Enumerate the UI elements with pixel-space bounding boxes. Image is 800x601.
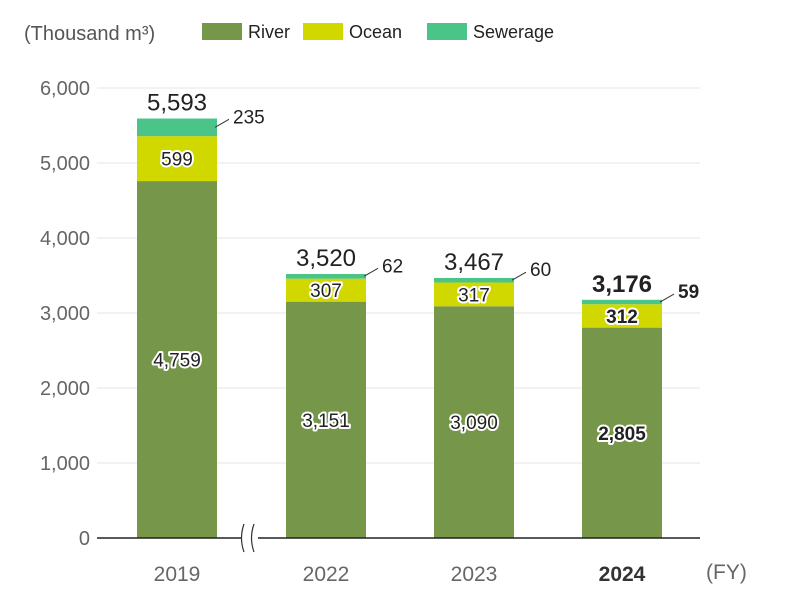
axis-break-mark [240,523,245,553]
value-label-sewerage: 59 [678,282,699,303]
value-label-ocean: 599 [161,150,193,171]
bar-segment-river [286,301,366,538]
total-label: 3,176 [592,271,652,298]
value-label-sewerage: 62 [382,256,403,277]
x-category-label: 2019 [154,563,201,586]
bar-segment-river [434,306,514,538]
value-label-river: 4,759 [153,351,201,372]
bars [137,118,662,538]
y-tick-label: 3,000 [40,303,90,325]
total-label: 3,520 [296,245,356,272]
legend-label-ocean: Ocean [349,22,402,42]
leader-line [214,118,230,128]
legend-label-river: River [248,22,290,42]
value-label-river: 3,151 [302,411,350,432]
x-unit-label: (FY) [706,561,747,584]
leader-line [363,267,379,277]
x-axis: 2019 2022 2023 2024 [97,523,700,586]
total-label: 5,593 [147,90,207,117]
value-label-sewerage: 235 [233,107,265,128]
bar-segment-sewerage [137,118,217,137]
y-tick-label: 5,000 [40,153,90,175]
bar-segment-river [137,181,217,538]
bar-segment-ocean [434,282,514,307]
value-label-ocean: 317 [458,285,490,306]
x-category-label: 2022 [303,563,350,586]
leader-line [659,293,675,303]
x-category-label: 2023 [451,563,498,586]
y-axis-ticks: 0 1,000 2,000 3,000 4,000 5,000 6,000 [40,78,90,550]
y-tick-label: 6,000 [40,78,90,100]
bar-segment-sewerage [582,299,662,305]
value-label-ocean: 312 [606,307,638,328]
value-label-sewerage: 60 [530,260,551,281]
x-category-label: 2024 [599,563,646,586]
leader-line [511,271,527,281]
y-tick-label: 0 [79,528,90,550]
y-tick-label: 4,000 [40,228,90,250]
y-tick-label: 1,000 [40,453,90,475]
value-label-river: 2,805 [598,424,646,445]
bar-segment-sewerage [286,274,366,279]
y-tick-label: 2,000 [40,378,90,400]
legend-swatch-sewerage [427,23,467,40]
total-label: 3,467 [444,249,504,276]
value-labels: 4,759 599 235 5,593 3,151 307 62 3,520 3,090 317 6… [147,90,699,447]
axis-break-mark [250,523,255,553]
y-unit-label: (Thousand m³) [24,23,155,45]
legend: River Ocean Sewerage [202,22,554,42]
bar-segment-river [582,327,662,538]
bar-segment-ocean [286,278,366,302]
legend-swatch-ocean [303,23,343,40]
legend-swatch-river [202,23,242,40]
axis-break-gap [242,524,258,552]
value-label-ocean: 307 [310,281,342,302]
bar-segment-ocean [137,136,217,182]
legend-label-sewerage: Sewerage [473,22,554,42]
value-label-river: 3,090 [450,413,498,434]
bar-segment-ocean [582,304,662,328]
bar-segment-sewerage [434,277,514,283]
